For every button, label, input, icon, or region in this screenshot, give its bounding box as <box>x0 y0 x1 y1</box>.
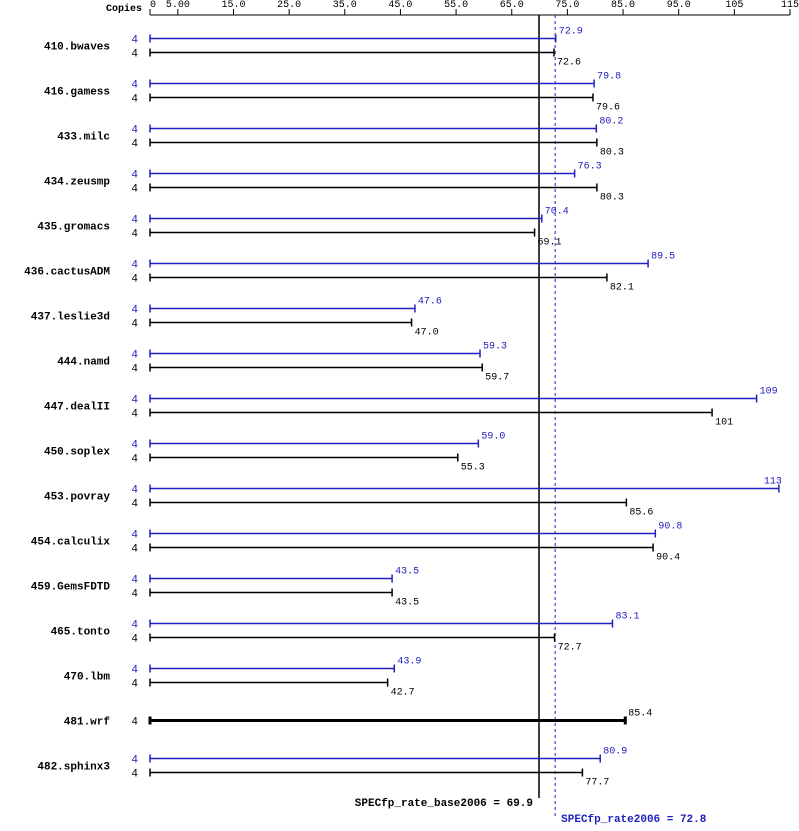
bar-value-label: 101 <box>715 418 733 429</box>
benchmark-name: 454.calculix <box>31 537 111 549</box>
bar-value-label: 80.3 <box>600 148 624 159</box>
copies-value: 4 <box>131 717 138 729</box>
bar-value-label: 42.7 <box>391 688 415 699</box>
copies-value-base: 4 <box>131 409 138 421</box>
benchmark-name: 459.GemsFDTD <box>31 582 111 594</box>
bar-value-label: 80.2 <box>599 117 623 128</box>
benchmark-name: 453.povray <box>44 492 110 504</box>
bar-value-label: 113 <box>764 477 782 488</box>
bar-value-label: 82.1 <box>610 283 634 294</box>
bar-value-label: 79.8 <box>597 72 621 83</box>
x-tick-label: 25.0 <box>277 0 301 11</box>
benchmark-name: 437.leslie3d <box>31 312 110 324</box>
bar-value-label: 85.6 <box>629 508 653 519</box>
x-tick-label: 45.0 <box>388 0 412 11</box>
copies-value-base: 4 <box>131 454 138 466</box>
spec-rate-chart: 0 5.00 15.0 25.0 35.0 45.0 55.0 65.0 75.0 85.0 95.… <box>0 0 799 831</box>
x-tick-label: 15.0 <box>221 0 245 11</box>
copies-value-base: 4 <box>131 229 138 241</box>
copies-value-base: 4 <box>131 679 138 691</box>
copies-value-peak: 4 <box>131 755 138 767</box>
x-tick-label: 5.00 <box>166 0 190 11</box>
copies-value-base: 4 <box>131 544 138 556</box>
bar-value-label: 85.4 <box>628 709 652 720</box>
benchmark-name: 444.namd <box>57 357 110 369</box>
benchmark-name: 410.bwaves <box>44 42 110 54</box>
bar-value-label: 43.9 <box>397 657 421 668</box>
bar-value-label: 72.6 <box>557 58 581 69</box>
copies-header: Copies <box>106 3 142 15</box>
copies-value-peak: 4 <box>131 440 138 452</box>
benchmark-name: 465.tonto <box>51 627 111 639</box>
copies-value-peak: 4 <box>131 215 138 227</box>
copies-value-base: 4 <box>131 634 138 646</box>
copies-value-peak: 4 <box>131 170 138 182</box>
benchmark-name: 481.wrf <box>64 717 111 729</box>
copies-value-base: 4 <box>131 94 138 106</box>
bar-value-label: 77.7 <box>585 778 609 789</box>
copies-value-base: 4 <box>131 499 138 511</box>
copies-value-peak: 4 <box>131 485 138 497</box>
copies-value-base: 4 <box>131 364 138 376</box>
bar-value-label: 59.3 <box>483 342 507 353</box>
copies-value-peak: 4 <box>131 305 138 317</box>
copies-value-peak: 4 <box>131 530 138 542</box>
bar-value-label: 47.0 <box>415 328 439 339</box>
bar-value-label: 43.5 <box>395 567 419 578</box>
copies-value-peak: 4 <box>131 35 138 47</box>
benchmark-name: 435.gromacs <box>37 222 110 234</box>
copies-value-peak: 4 <box>131 260 138 272</box>
bar-value-label: 59.7 <box>485 373 509 384</box>
copies-value-base: 4 <box>131 184 138 196</box>
bar-value-label: 70.4 <box>545 207 569 218</box>
bar-value-label: 59.0 <box>481 432 505 443</box>
bar-value-label: 55.3 <box>461 463 485 474</box>
bar-value-label: 89.5 <box>651 252 675 263</box>
copies-value-peak: 4 <box>131 125 138 137</box>
bar-value-label: 79.6 <box>596 103 620 114</box>
benchmark-name: 482.sphinx3 <box>37 762 110 774</box>
x-tick-label: 105 <box>725 0 743 11</box>
ref-base-label: SPECfp_rate_base2006 = 69.9 <box>355 798 533 810</box>
copies-value-peak: 4 <box>131 575 138 587</box>
copies-value-peak: 4 <box>131 350 138 362</box>
x-tick-label: 95.0 <box>667 0 691 11</box>
bar-value-label: 69.1 <box>538 238 562 249</box>
ref-peak-label: SPECfp_rate2006 = 72.8 <box>561 814 707 826</box>
bar-value-label: 72.9 <box>559 27 583 38</box>
copies-value-base: 4 <box>131 589 138 601</box>
bar-value-label: 72.7 <box>558 643 582 654</box>
x-tick-label: 65.0 <box>500 0 524 11</box>
benchmark-name: 436.cactusADM <box>24 267 110 279</box>
bar-value-label: 76.3 <box>578 162 602 173</box>
bar-value-label: 90.4 <box>656 553 680 564</box>
benchmark-name: 434.zeusmp <box>44 177 110 189</box>
x-tick-label: 35.0 <box>333 0 357 11</box>
copies-value-peak: 4 <box>131 80 138 92</box>
copies-value-base: 4 <box>131 274 138 286</box>
copies-value-peak: 4 <box>131 395 138 407</box>
bar-value-label: 90.8 <box>658 522 682 533</box>
bar-value-label: 109 <box>760 387 778 398</box>
x-tick-label: 55.0 <box>444 0 468 11</box>
benchmark-name: 447.dealII <box>44 402 110 414</box>
copies-value-base: 4 <box>131 769 138 781</box>
benchmark-name: 433.milc <box>57 132 110 144</box>
benchmark-name: 416.gamess <box>44 87 110 99</box>
bar-value-label: 47.6 <box>418 297 442 308</box>
benchmark-name: 470.lbm <box>64 672 111 684</box>
bar-value-label: 80.9 <box>603 747 627 758</box>
copies-value-base: 4 <box>131 49 138 61</box>
copies-value-peak: 4 <box>131 620 138 632</box>
bar-value-label: 83.1 <box>615 612 639 623</box>
bar-value-label: 80.3 <box>600 193 624 204</box>
x-tick-label: 75.0 <box>555 0 579 11</box>
benchmark-name: 450.soplex <box>44 447 110 459</box>
copies-value-base: 4 <box>131 139 138 151</box>
bar-value-label: 43.5 <box>395 598 419 609</box>
x-tick-label: 0 <box>150 0 156 11</box>
copies-value-base: 4 <box>131 319 138 331</box>
copies-value-peak: 4 <box>131 665 138 677</box>
x-tick-label: 85.0 <box>611 0 635 11</box>
